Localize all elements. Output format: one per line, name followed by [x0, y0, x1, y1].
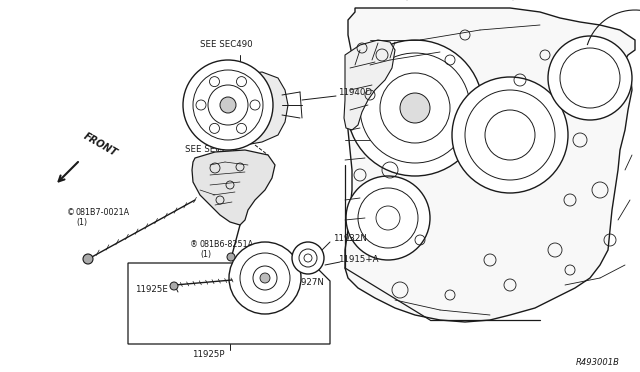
Text: R493001B: R493001B — [576, 358, 620, 367]
Text: 11925P: 11925P — [192, 350, 224, 359]
Text: 081B7-0021A: 081B7-0021A — [76, 208, 130, 217]
Polygon shape — [345, 8, 635, 322]
Text: SEE SEC230: SEE SEC230 — [185, 145, 237, 154]
Circle shape — [548, 36, 632, 120]
Polygon shape — [192, 150, 275, 225]
Text: FRONT: FRONT — [82, 131, 119, 158]
Text: 11925E: 11925E — [135, 285, 168, 294]
Text: (1): (1) — [76, 218, 87, 227]
Text: ®: ® — [190, 240, 198, 249]
Circle shape — [227, 253, 235, 261]
Circle shape — [220, 97, 236, 113]
Circle shape — [346, 176, 430, 260]
Circle shape — [83, 254, 93, 264]
Circle shape — [347, 40, 483, 176]
Polygon shape — [238, 72, 288, 145]
Text: ©: © — [67, 208, 75, 217]
Text: SEE SEC490: SEE SEC490 — [200, 40, 253, 49]
Polygon shape — [344, 40, 395, 130]
Text: 11927N: 11927N — [290, 278, 324, 287]
Circle shape — [183, 60, 273, 150]
Text: 11915: 11915 — [242, 262, 269, 271]
Circle shape — [452, 77, 568, 193]
Text: (1): (1) — [200, 250, 211, 259]
Circle shape — [292, 242, 324, 274]
Text: 11932N: 11932N — [333, 234, 367, 243]
Circle shape — [260, 273, 270, 283]
Text: 11915+A: 11915+A — [338, 255, 378, 264]
Circle shape — [229, 242, 301, 314]
Text: 081B6-8251A: 081B6-8251A — [200, 240, 254, 249]
Circle shape — [170, 282, 178, 290]
Text: 11940D: 11940D — [338, 88, 372, 97]
Circle shape — [400, 93, 430, 123]
